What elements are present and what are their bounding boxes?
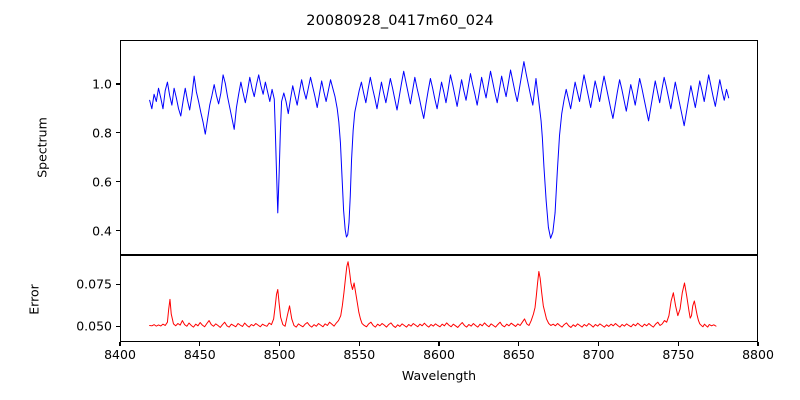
y-tick-mark-spectrum [116,181,120,183]
x-tick-mark [597,342,600,346]
spectrum-panel [120,40,758,255]
x-tick-mark [119,342,121,346]
x-tick-mark [358,342,360,346]
spectrum-line-chart [149,61,730,239]
y-tick-label-spectrum: 0.4 [92,223,112,239]
y-tick-label-spectrum: 0.8 [92,125,112,141]
y-tick-label-spectrum: 1.0 [92,76,112,92]
x-tick-mark [438,342,440,346]
error-line-chart [149,261,717,328]
x-tick-label: 8600 [423,347,455,362]
y-tick-mark-error [116,325,120,327]
y-tick-label-error: 0.075 [76,276,112,292]
error-panel [120,255,758,342]
spectrum-data-line [149,61,730,239]
x-tick-label: 8700 [582,347,615,362]
error-data-line [149,261,717,328]
y-tick-mark-spectrum [116,230,120,232]
x-tick-label: 8450 [183,347,216,362]
x-tick-mark [199,342,201,346]
x-tick-label: 8400 [104,347,136,362]
x-tick-mark [518,342,520,346]
y-tick-mark-spectrum [116,132,120,134]
y-tick-label-spectrum: 0.6 [92,174,112,190]
error-axis-label: Error [26,284,42,315]
y-tick-mark-spectrum [116,83,120,85]
x-tick-label: 8750 [662,347,695,362]
x-tick-label: 8800 [742,347,774,362]
plot-title: 20080928_0417m60_024 [306,13,494,29]
x-tick-mark [757,342,759,346]
x-tick-mark [677,342,679,346]
wavelength-axis-label: Wavelength [401,368,477,383]
x-tick-label: 8500 [263,347,296,362]
x-tick-label: 8550 [343,347,376,362]
y-tick-mark-error [116,283,120,285]
spectrum-axis-label: Spectrum [34,117,50,178]
y-tick-label-error: 0.050 [76,318,112,334]
x-tick-mark [278,342,281,346]
x-tick-label: 8650 [502,347,535,362]
